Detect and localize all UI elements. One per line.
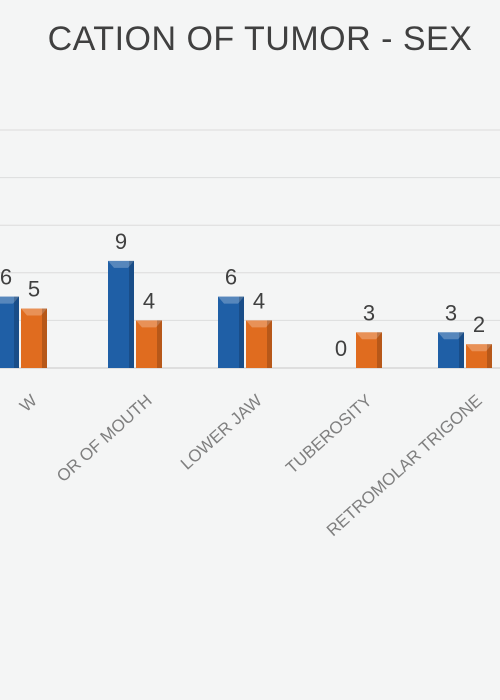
category-label: TUBEROSITY: [282, 391, 375, 478]
bar: [21, 308, 47, 368]
bar: [246, 320, 272, 368]
category-labels: W OR OF MOUTH LOWER JAW TUBEROSITYRETROMOLA…: [16, 391, 486, 540]
value-label: 9: [115, 229, 127, 254]
bar-body: [136, 320, 162, 368]
bar: [356, 332, 382, 368]
bar-bevel: [21, 308, 47, 316]
bar-bevel: [438, 332, 464, 340]
bar-body: [246, 320, 272, 368]
bar: [466, 344, 492, 368]
bar-body: [108, 260, 134, 368]
value-label: 2: [473, 312, 485, 337]
bar-body: [466, 344, 492, 368]
bar-shade: [487, 344, 492, 368]
category-label: LOWER JAW: [177, 391, 266, 474]
bar-shade: [157, 320, 162, 368]
bar-body: [21, 308, 47, 368]
chart-title: CATION OF TUMOR - SEX: [47, 20, 473, 58]
bar: [438, 332, 464, 368]
bar-bevel: [466, 344, 492, 352]
value-label: 4: [143, 288, 155, 313]
value-label: 4: [253, 288, 265, 313]
bar-shade: [267, 320, 272, 368]
category-label: W: [16, 391, 41, 416]
category-label: OR OF MOUTH: [53, 391, 156, 486]
bar-body: [438, 332, 464, 368]
value-label: 3: [445, 300, 457, 325]
bar-body: [356, 332, 382, 368]
bar-shade: [459, 332, 464, 368]
bars: [0, 260, 492, 368]
bar: [108, 260, 134, 368]
bar-shade: [377, 332, 382, 368]
bar-bevel: [0, 296, 19, 304]
bar-bevel: [108, 260, 134, 268]
value-label: 3: [363, 300, 375, 325]
bar-shade: [14, 296, 19, 368]
value-label: 0: [335, 336, 347, 361]
bar-shade: [42, 308, 47, 368]
value-label: 6: [225, 265, 237, 290]
bar-bevel: [356, 332, 382, 340]
bar-bevel: [218, 296, 244, 304]
bar: [218, 296, 244, 368]
bar-shade: [129, 260, 134, 368]
bar: [136, 320, 162, 368]
bar-body: [0, 296, 19, 368]
bar-shade: [239, 296, 244, 368]
bar: [0, 296, 19, 368]
bar-bevel: [246, 320, 272, 328]
bar-body: [218, 296, 244, 368]
value-label: 6: [0, 265, 12, 290]
value-label: 5: [28, 277, 40, 302]
bar-bevel: [136, 320, 162, 328]
